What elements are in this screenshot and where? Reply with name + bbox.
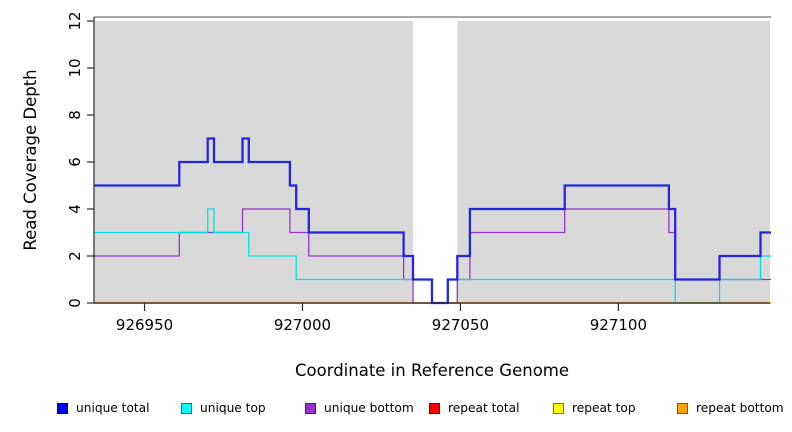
- legend-label: repeat top: [572, 401, 636, 415]
- y-tick-label: 2: [66, 251, 84, 261]
- legend-label: unique bottom: [324, 401, 414, 415]
- series-line-unique-total: [94, 137, 771, 305]
- x-tick-label: 926950: [116, 316, 173, 334]
- x-tick-label: 927050: [432, 316, 489, 334]
- legend-label: unique top: [200, 401, 266, 415]
- legend-item-unique-top: unique top: [181, 399, 266, 417]
- legend-item-unique-bottom: unique bottom: [305, 399, 414, 417]
- x-tick-label: 927100: [590, 316, 647, 334]
- y-axis-title: Read Coverage Depth: [21, 69, 40, 250]
- y-tick-label: 10: [66, 58, 84, 77]
- x-axis-title: Coordinate in Reference Genome: [295, 361, 569, 380]
- legend-label: repeat bottom: [696, 401, 784, 415]
- y-tick-label: 8: [66, 110, 84, 120]
- legend: unique total unique top unique bottom repea…: [0, 399, 792, 419]
- legend-swatch-unique-bottom: [305, 402, 316, 414]
- x-tick-label: 927000: [274, 316, 331, 334]
- legend-item-repeat-total: repeat total: [429, 399, 519, 417]
- legend-item-repeat-bottom: repeat bottom: [677, 399, 784, 417]
- coverage-chart: 0 2 4 6 8 10 12 926950 927000 927050 927100 Coordi…: [21, 11, 771, 380]
- axes: 0 2 4 6 8 10 12 926950 927000 927050 927100: [66, 11, 770, 334]
- legend-swatch-unique-total: [57, 402, 68, 414]
- legend-label: unique total: [76, 401, 150, 415]
- legend-label: repeat total: [448, 401, 520, 415]
- y-tick-label: 4: [66, 204, 84, 214]
- y-tick-label: 0: [66, 298, 84, 308]
- panel-background-right: [457, 21, 770, 303]
- legend-item-unique-total: unique total: [57, 399, 150, 417]
- legend-item-repeat-top: repeat top: [553, 399, 636, 417]
- legend-swatch-repeat-bottom: [677, 402, 688, 414]
- legend-swatch-repeat-top: [553, 402, 564, 414]
- legend-swatch-unique-top: [181, 402, 192, 414]
- y-tick-label: 6: [66, 157, 84, 167]
- y-tick-label: 12: [66, 11, 84, 30]
- legend-swatch-repeat-total: [429, 402, 440, 414]
- series-line-unique-bottom: [94, 208, 771, 304]
- plot-panel: [94, 16, 771, 303]
